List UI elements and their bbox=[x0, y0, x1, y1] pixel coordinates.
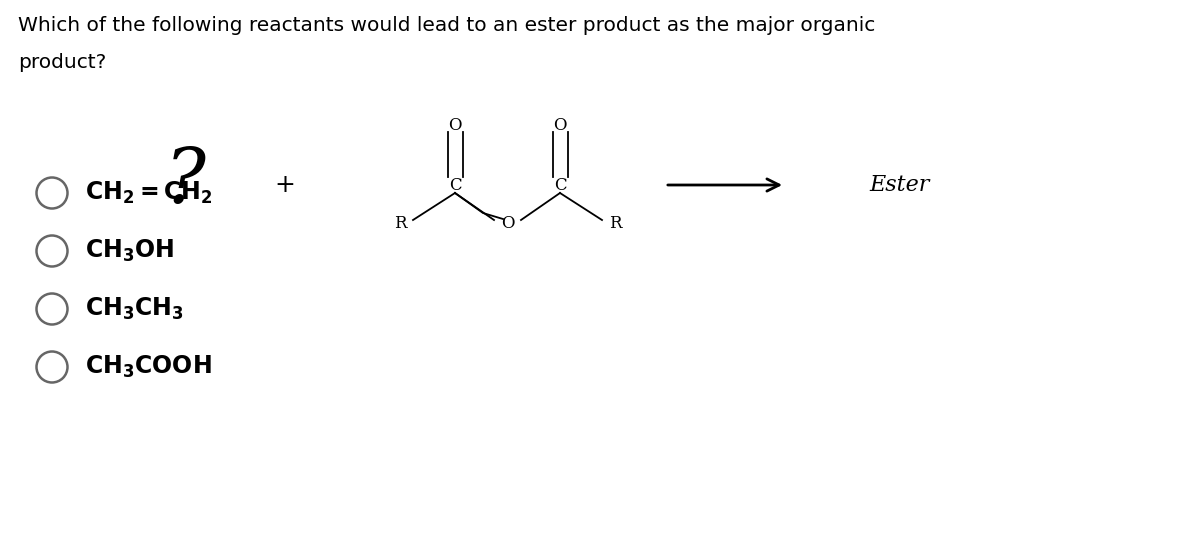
Text: C: C bbox=[449, 176, 461, 193]
Text: Which of the following reactants would lead to an ester product as the major org: Which of the following reactants would l… bbox=[18, 16, 875, 35]
Text: R: R bbox=[608, 214, 622, 231]
Text: $\mathbf{CH_3CH_3}$: $\mathbf{CH_3CH_3}$ bbox=[85, 296, 184, 322]
Text: $\mathbf{CH_2{=}CH_2}$: $\mathbf{CH_2{=}CH_2}$ bbox=[85, 180, 212, 206]
Text: O: O bbox=[500, 214, 515, 231]
Text: R: R bbox=[394, 214, 407, 231]
Text: $\mathbf{CH_3OH}$: $\mathbf{CH_3OH}$ bbox=[85, 238, 174, 264]
Text: ?: ? bbox=[164, 145, 205, 219]
Text: O: O bbox=[553, 117, 566, 134]
Text: O: O bbox=[449, 117, 462, 134]
Text: C: C bbox=[553, 176, 566, 193]
Text: product?: product? bbox=[18, 53, 107, 72]
Text: $\mathbf{CH_3COOH}$: $\mathbf{CH_3COOH}$ bbox=[85, 354, 211, 380]
Text: Ester: Ester bbox=[870, 174, 930, 196]
Text: +: + bbox=[275, 173, 295, 197]
